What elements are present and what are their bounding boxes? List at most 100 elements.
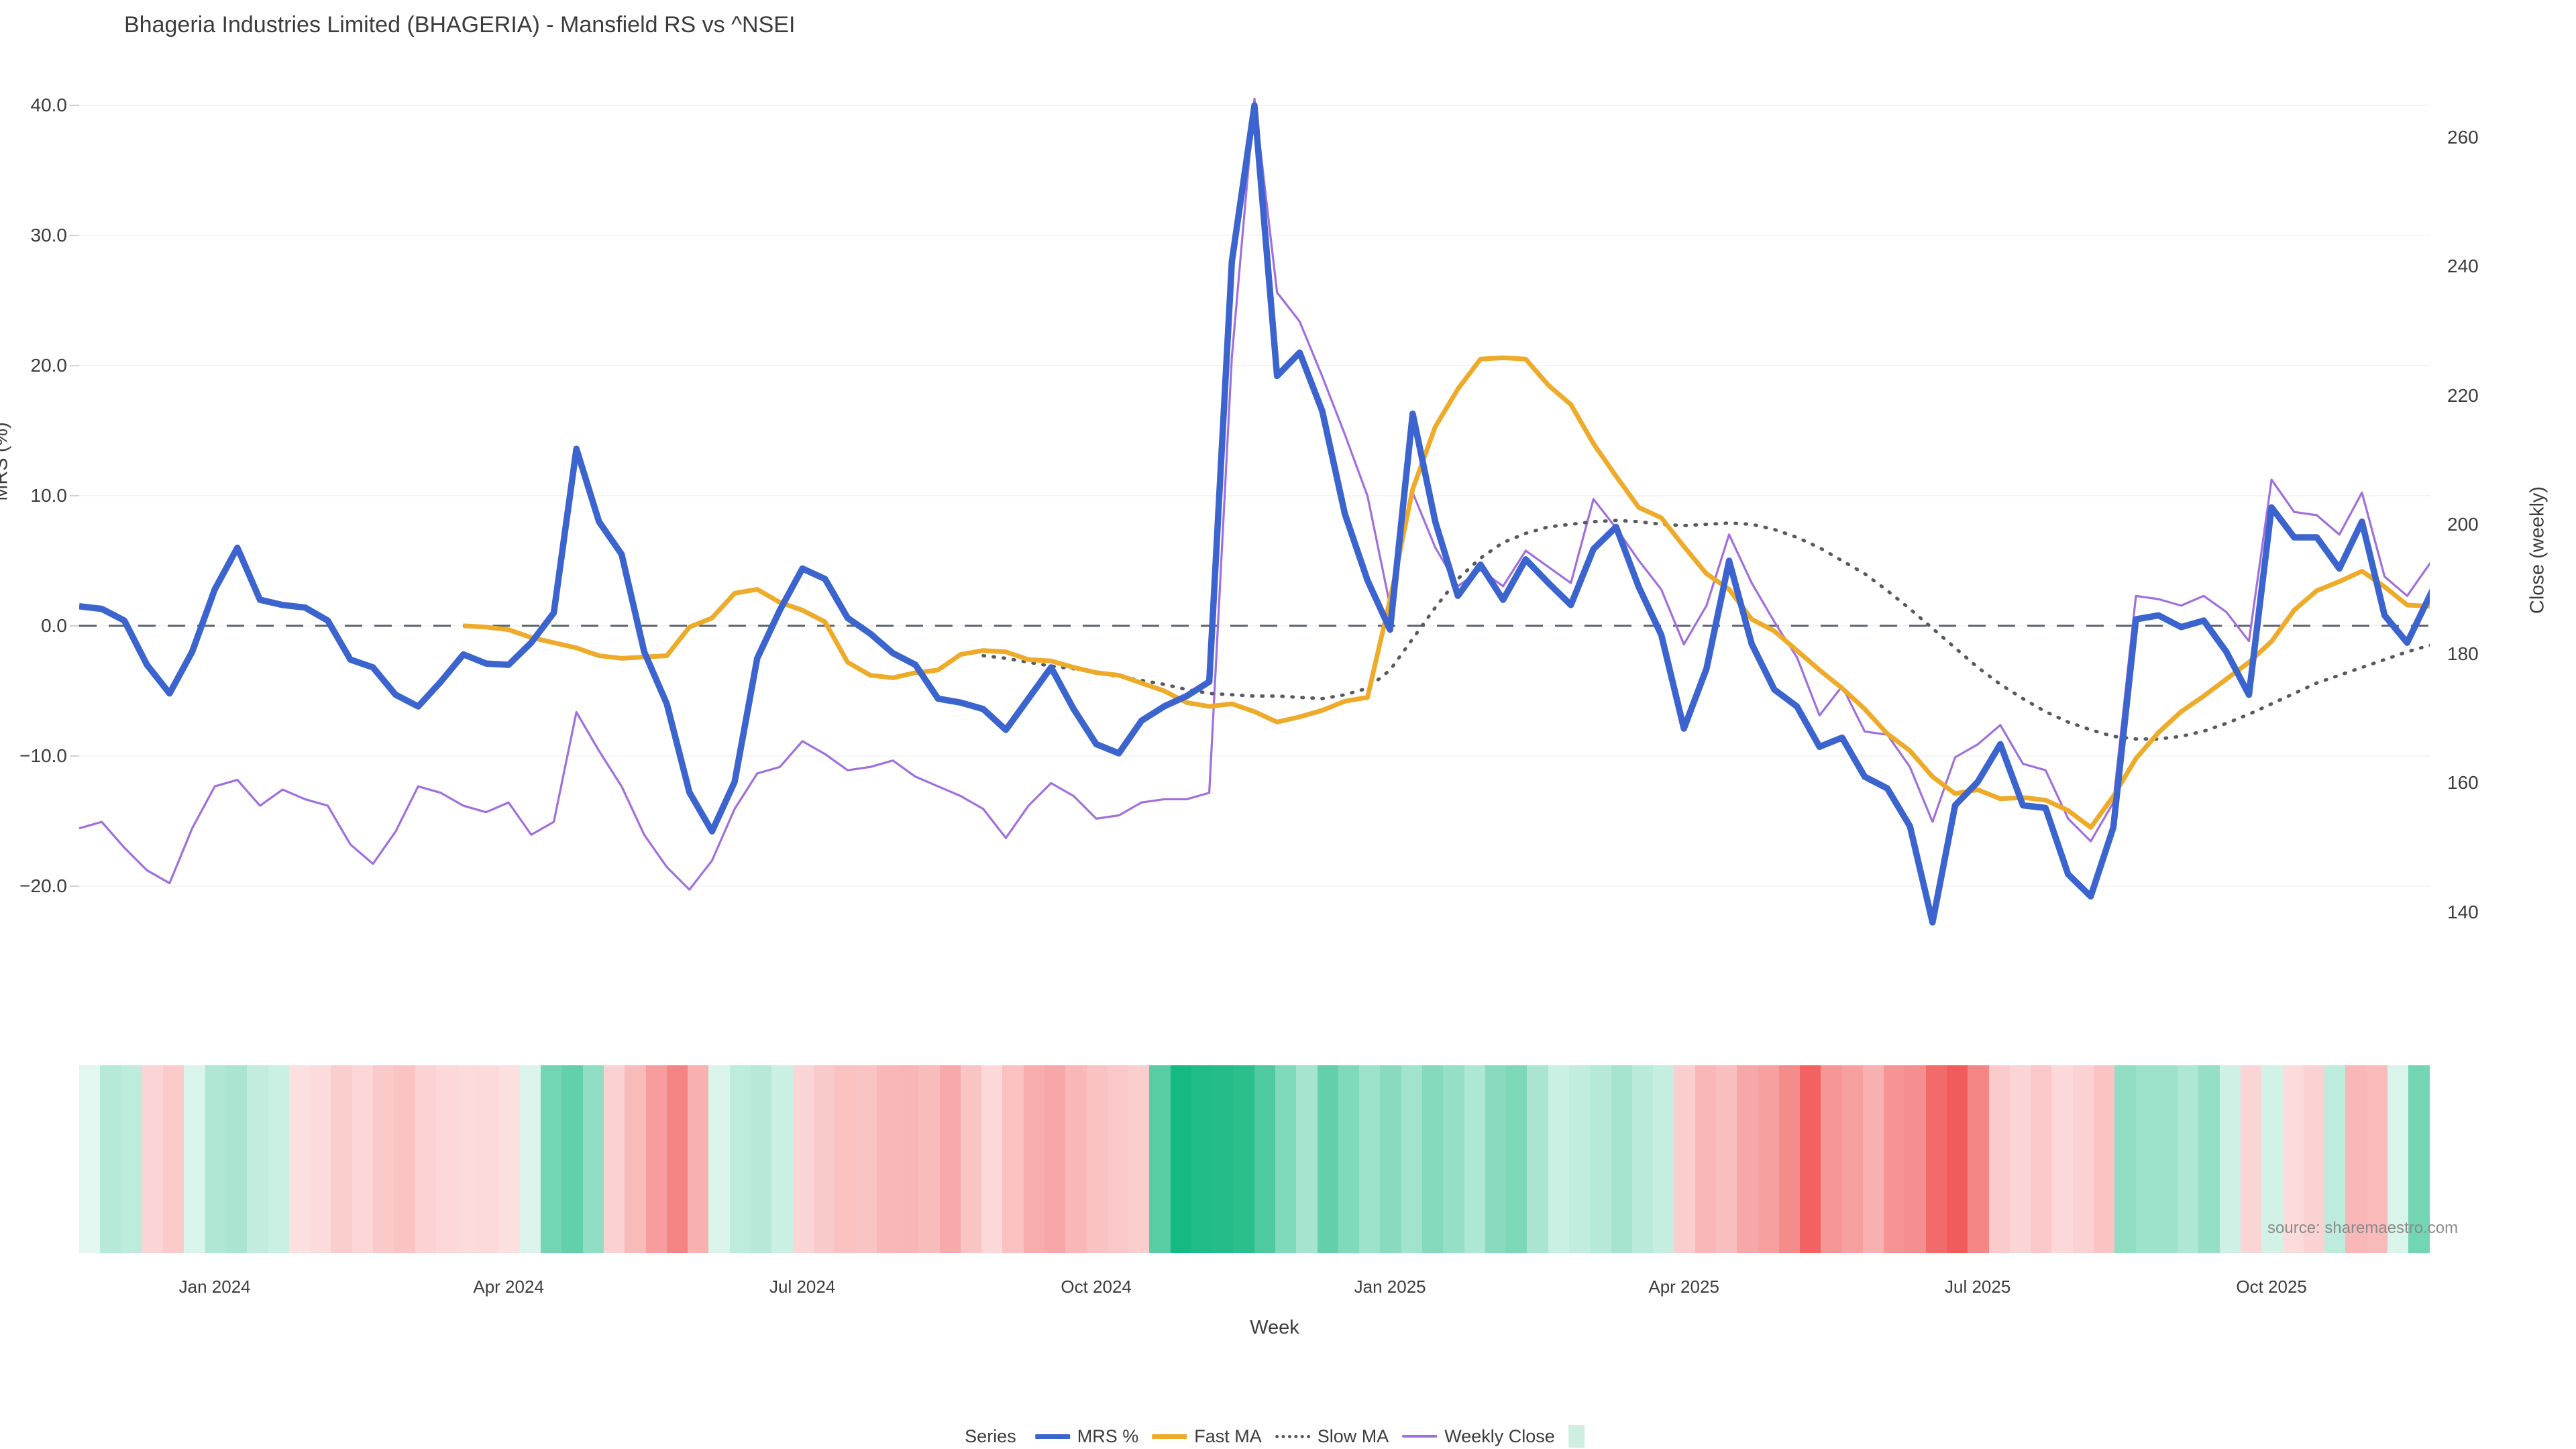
gridline xyxy=(79,625,2430,627)
source-attribution: source: sharemaestro.com xyxy=(2267,1219,2459,1237)
heatmap-cell xyxy=(771,1065,793,1253)
x-axis-tick-label: Oct 2024 xyxy=(1061,1277,1132,1297)
y-axis-right-tick-label: 140 xyxy=(2447,901,2479,922)
heatmap-cell xyxy=(1904,1065,1926,1253)
heatmap-cell xyxy=(1170,1065,1191,1253)
y-axis-left-tick-label: −10.0 xyxy=(19,745,67,766)
gridline xyxy=(79,364,2430,366)
heatmap-cell xyxy=(288,1065,311,1253)
y-axis-right-tick-label: 180 xyxy=(2447,643,2479,664)
gridline xyxy=(79,494,2430,496)
y-axis-left-tick-label: 40.0 xyxy=(30,95,68,116)
y-axis-right-tick-label: 240 xyxy=(2447,256,2479,277)
heatmap-cell xyxy=(79,1065,101,1253)
heatmap-cell xyxy=(2261,1065,2283,1253)
heatmap-cell xyxy=(876,1065,898,1253)
heatmap-cell xyxy=(1023,1065,1044,1253)
heatmap-cell xyxy=(1149,1065,1171,1253)
heatmap-cell xyxy=(2051,1065,2073,1253)
legend-item[interactable]: Slow MA xyxy=(1275,1426,1389,1447)
heatmap-cell xyxy=(2178,1065,2199,1253)
heatmap-cell xyxy=(1233,1065,1254,1253)
legend-item[interactable]: MRS % xyxy=(1034,1426,1138,1447)
legend-item[interactable] xyxy=(1568,1425,1585,1448)
heatmap-cell xyxy=(247,1065,268,1253)
heatmap-cell xyxy=(1527,1065,1548,1253)
legend-line-icon xyxy=(1152,1434,1187,1439)
heatmap-cell xyxy=(1401,1065,1422,1253)
heatmap-cell xyxy=(1107,1065,1129,1253)
series-line-slow-ma xyxy=(981,519,2430,741)
heatmap-cell xyxy=(1191,1065,1213,1253)
heatmap-cell xyxy=(2219,1065,2241,1253)
heatmap-cell xyxy=(1128,1065,1150,1253)
heatmap-cell xyxy=(478,1065,499,1253)
heatmap-cell xyxy=(457,1065,478,1253)
chart-legend: Series MRS % Fast MA Slow MA Weekly Close xyxy=(965,1425,1585,1448)
legend-heatmap-swatch-icon xyxy=(1568,1425,1585,1448)
y-axis-right-label: Close (weekly) xyxy=(2526,486,2548,614)
heatmap-cell xyxy=(1821,1065,1842,1253)
heatmap-cell xyxy=(2387,1065,2409,1253)
x-axis-tick-label: Jul 2025 xyxy=(1944,1277,2011,1297)
heatmap-cell xyxy=(751,1065,772,1253)
legend-item-label: Fast MA xyxy=(1194,1426,1262,1446)
heatmap-cell xyxy=(2009,1065,2031,1253)
heatmap-cell xyxy=(2114,1065,2136,1253)
y-axis-tick-mark xyxy=(70,494,79,496)
heatmap-cell xyxy=(1212,1065,1234,1253)
heatmap-cell xyxy=(1254,1065,1276,1253)
heatmap-cell xyxy=(331,1065,352,1253)
heatmap-cell xyxy=(372,1065,394,1253)
legend-line-icon xyxy=(1034,1434,1070,1439)
y-axis-left-label: MRS (%) xyxy=(0,422,12,501)
heatmap-cell xyxy=(1568,1065,1591,1253)
gridline xyxy=(79,235,2430,237)
legend-item[interactable]: Weekly Close xyxy=(1402,1426,1555,1447)
x-axis-tick-label: Apr 2024 xyxy=(473,1277,544,1297)
heatmap-cell xyxy=(1800,1065,1821,1253)
y-axis-left-tick-label: 0.0 xyxy=(41,614,67,636)
heatmap-cell xyxy=(1947,1065,1968,1253)
x-axis-tick-label: Jan 2024 xyxy=(178,1277,251,1297)
y-axis-left-tick-label: 20.0 xyxy=(30,354,68,376)
legend-item[interactable]: Fast MA xyxy=(1152,1426,1262,1447)
heatmap-cell xyxy=(1422,1065,1444,1253)
heatmap-cell xyxy=(666,1065,688,1253)
series-line-fast-ma xyxy=(463,355,2430,830)
heatmap-cell xyxy=(2345,1065,2367,1253)
heatmap-cell xyxy=(1002,1065,1024,1253)
y-axis-left-tick-label: 30.0 xyxy=(30,225,68,246)
heatmap-cell xyxy=(2303,1065,2325,1253)
heatmap-cell xyxy=(225,1065,248,1253)
y-axis-right-tick-label: 160 xyxy=(2447,772,2479,794)
heatmap-cell xyxy=(1862,1065,1884,1253)
heatmap-cell xyxy=(2135,1065,2157,1253)
heatmap-cell xyxy=(435,1065,458,1253)
y-axis-right-tick-label: 260 xyxy=(2447,126,2479,148)
heatmap-cell xyxy=(100,1065,121,1253)
heatmap-cell xyxy=(163,1065,184,1253)
heatmap-cell xyxy=(1884,1065,1905,1253)
x-axis-tick-label: Jul 2024 xyxy=(769,1277,836,1297)
heatmap-cell xyxy=(561,1065,583,1253)
heatmap-cell xyxy=(1275,1065,1297,1253)
heatmap-cell xyxy=(2366,1065,2387,1253)
heatmap-cell xyxy=(1968,1065,1989,1253)
y-axis-tick-mark xyxy=(70,885,79,887)
heatmap-cell xyxy=(1464,1065,1485,1253)
x-axis-label: Week xyxy=(1250,1317,1299,1338)
heatmap-cell xyxy=(415,1065,436,1253)
heatmap-cell xyxy=(1296,1065,1318,1253)
heatmap-cell xyxy=(2324,1065,2346,1253)
heatmap-cell xyxy=(1065,1065,1087,1253)
y-axis-tick-mark xyxy=(70,364,79,366)
heatmap-cell xyxy=(541,1065,562,1253)
gridline xyxy=(79,755,2430,757)
heatmap-cell xyxy=(1338,1065,1360,1253)
heatmap-cell xyxy=(2282,1065,2304,1253)
heatmap-cell xyxy=(1443,1065,1464,1253)
heatmap-cell xyxy=(310,1065,331,1253)
momentum-heatmap-strip xyxy=(79,1065,2430,1253)
